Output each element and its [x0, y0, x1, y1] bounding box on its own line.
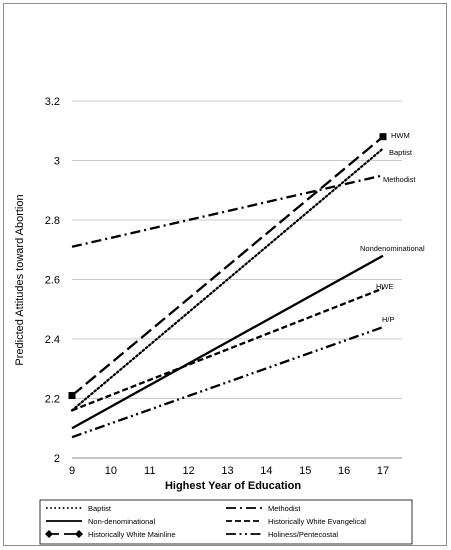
series-lines — [68, 133, 387, 439]
series-end-label: HWM — [391, 131, 410, 140]
series-end-label: HWE — [376, 282, 394, 291]
legend-entry: Historically White Mainline — [88, 530, 176, 539]
x-tick-label: 16 — [338, 465, 350, 477]
series-line-2 — [71, 254, 384, 430]
y-tick-label: 2 — [54, 453, 60, 465]
series-marker — [379, 133, 387, 141]
legend-marker — [45, 530, 53, 538]
y-tick-label: 3 — [54, 156, 60, 168]
legend-entry: Methodist — [268, 504, 301, 513]
x-tick-label: 10 — [105, 465, 117, 477]
chart-frame — [3, 3, 447, 546]
x-tick-labels: 9 10 11 12 13 14 15 16 17 — [69, 465, 389, 477]
gridlines — [72, 100, 402, 399]
series-end-label: Nondenominational — [360, 244, 425, 253]
legend-entry: Historically White Evangelical — [268, 517, 366, 526]
series-end-label: Baptist — [389, 148, 413, 157]
series-line-5 — [71, 326, 384, 439]
y-tick-label: 3.2 — [45, 96, 60, 108]
series-end-label: H/P — [382, 315, 395, 324]
legend: Baptist Methodist Non-denominational Histor… — [39, 499, 413, 545]
series-line-4 — [71, 135, 384, 397]
legend-entry: Baptist — [88, 504, 112, 513]
x-tick-label: 11 — [144, 465, 155, 477]
y-tick-label: 2.6 — [45, 275, 60, 287]
y-axis-title: Predicted Attitudes toward Abortion — [14, 194, 26, 365]
y-tick-label: 2.8 — [45, 215, 60, 227]
x-tick-label: 12 — [183, 465, 195, 477]
x-tick-label: 9 — [69, 465, 75, 477]
legend-marker — [75, 530, 83, 538]
x-tick-label: 14 — [260, 465, 272, 477]
legend-entry: Holiness/Pentecostal — [268, 530, 338, 539]
x-tick-label: 17 — [377, 465, 389, 477]
y-tick-label: 2.4 — [45, 334, 60, 346]
series-line-0 — [70, 147, 385, 412]
series-marker — [68, 392, 76, 400]
series-line-1 — [71, 174, 384, 248]
y-tick-label: 2.2 — [45, 394, 60, 406]
x-tick-label: 13 — [221, 465, 233, 477]
legend-entry: Non-denominational — [88, 517, 155, 526]
series-line-3 — [71, 287, 384, 412]
x-tick-label: 15 — [299, 465, 311, 477]
y-tick-labels: 2 2.2 2.4 2.6 2.8 3 3.2 — [45, 96, 60, 465]
x-axis-title: Highest Year of Education — [165, 480, 301, 492]
series-end-label: Methodist — [383, 175, 416, 184]
series-end-labels: Baptist Methodist Nondenominational HWE HWM H… — [360, 131, 425, 324]
